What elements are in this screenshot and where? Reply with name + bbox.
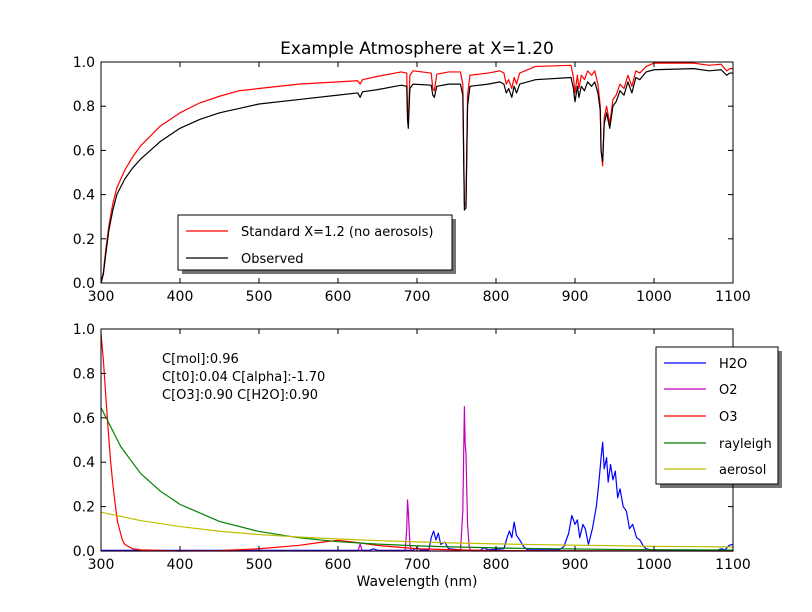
bottom-x-axis-label: Wavelength (nm)	[357, 574, 478, 590]
bottom-y-ticks: 0.0 0.2 0.4 0.6 0.8 1.0	[73, 322, 733, 560]
bottom-x-tick-label: 500	[246, 557, 273, 573]
top-x-tick-label: 300	[88, 289, 115, 305]
bottom-y-tick-label: 0.2	[73, 500, 95, 516]
bottom-x-tick-label: 700	[404, 557, 431, 573]
legend-label-h2o: H2O	[719, 357, 747, 372]
annotation-o3-h2o: C[O3]:0.90 C[H2O]:0.90	[162, 388, 318, 403]
bottom-series-line-o3	[100, 333, 734, 552]
top-y-tick-label: 0.2	[73, 232, 95, 248]
top-panel-title: Example Atmosphere at X=1.20	[280, 39, 554, 59]
top-x-tick-label: 500	[246, 289, 273, 305]
bottom-panel: 300 400 500 600 700 800 900 1000 1100 0.00.20.40…	[73, 322, 782, 590]
top-legend: Standard X=1.2 (no aerosols) Observed	[177, 214, 456, 274]
bottom-y-tick-label: 0.0	[73, 544, 95, 560]
top-x-tick-label: 600	[325, 289, 352, 305]
bottom-series-line-rayleigh	[100, 407, 734, 551]
top-series-lines	[100, 62, 733, 284]
bottom-x-tick-label: 1000	[636, 557, 672, 573]
top-x-ticks: 300 400 500 600 700 800 900 1000 1100	[88, 62, 751, 305]
top-series-line-observed	[100, 68, 733, 284]
bottom-x-tick-label: 1100	[715, 557, 751, 573]
bottom-y-tick-label: 0.6	[73, 411, 95, 427]
legend-label-o2: O2	[719, 383, 738, 398]
top-x-tick-label: 1100	[715, 289, 751, 305]
legend-label-observed: Observed	[241, 252, 304, 267]
legend-label-rayleigh: rayleigh	[719, 437, 772, 452]
top-y-ticks: 0.0 0.2 0.4 0.6 0.8 1.0	[73, 55, 733, 292]
bottom-y-tick-label: 0.8	[73, 366, 95, 382]
top-x-tick-label: 400	[167, 289, 194, 305]
bottom-x-tick-label: 600	[325, 557, 352, 573]
top-panel: Example Atmosphere at X=1.20 300 400 500 60…	[73, 39, 751, 305]
bottom-y-tick-label: 1.0	[73, 322, 95, 338]
top-y-tick-label: 0.4	[73, 188, 95, 204]
bottom-series-line-aerosol	[100, 511, 734, 548]
top-x-tick-label: 1000	[636, 289, 672, 305]
bottom-plot-area	[101, 329, 733, 551]
annotation-t0-alpha: C[t0]:0.04 C[alpha]:-1.70	[162, 370, 325, 385]
top-x-tick-label: 700	[404, 289, 431, 305]
bottom-x-tick-label: 300	[88, 557, 115, 573]
top-series-line-standard-x-1-2-no-aerosols	[100, 62, 733, 284]
top-y-tick-label: 1.0	[73, 55, 95, 71]
top-legend-box	[177, 214, 453, 271]
bottom-x-ticks: 300 400 500 600 700 800 900 1000 1100	[88, 329, 751, 573]
legend-label-aerosol: aerosol	[719, 463, 766, 478]
bottom-y-tick-label: 0.4	[73, 455, 95, 471]
legend-label-o3: O3	[719, 410, 738, 425]
top-y-tick-label: 0.8	[73, 99, 95, 115]
top-x-tick-label: 800	[483, 289, 510, 305]
top-y-tick-label: 0.6	[73, 143, 95, 159]
top-x-tick-label: 900	[562, 289, 589, 305]
bottom-x-tick-label: 400	[167, 557, 194, 573]
top-y-tick-label: 0.0	[73, 276, 95, 292]
bottom-x-tick-label: 800	[483, 557, 510, 573]
legend-label-standard: Standard X=1.2 (no aerosols)	[241, 225, 433, 240]
bottom-legend: H2O O2 O3 rayleigh aerosol	[655, 346, 782, 488]
annotation-mol: C[mol]:0.96	[162, 352, 239, 367]
bottom-series-line-h2o	[101, 441, 734, 551]
bottom-x-tick-label: 900	[562, 557, 589, 573]
